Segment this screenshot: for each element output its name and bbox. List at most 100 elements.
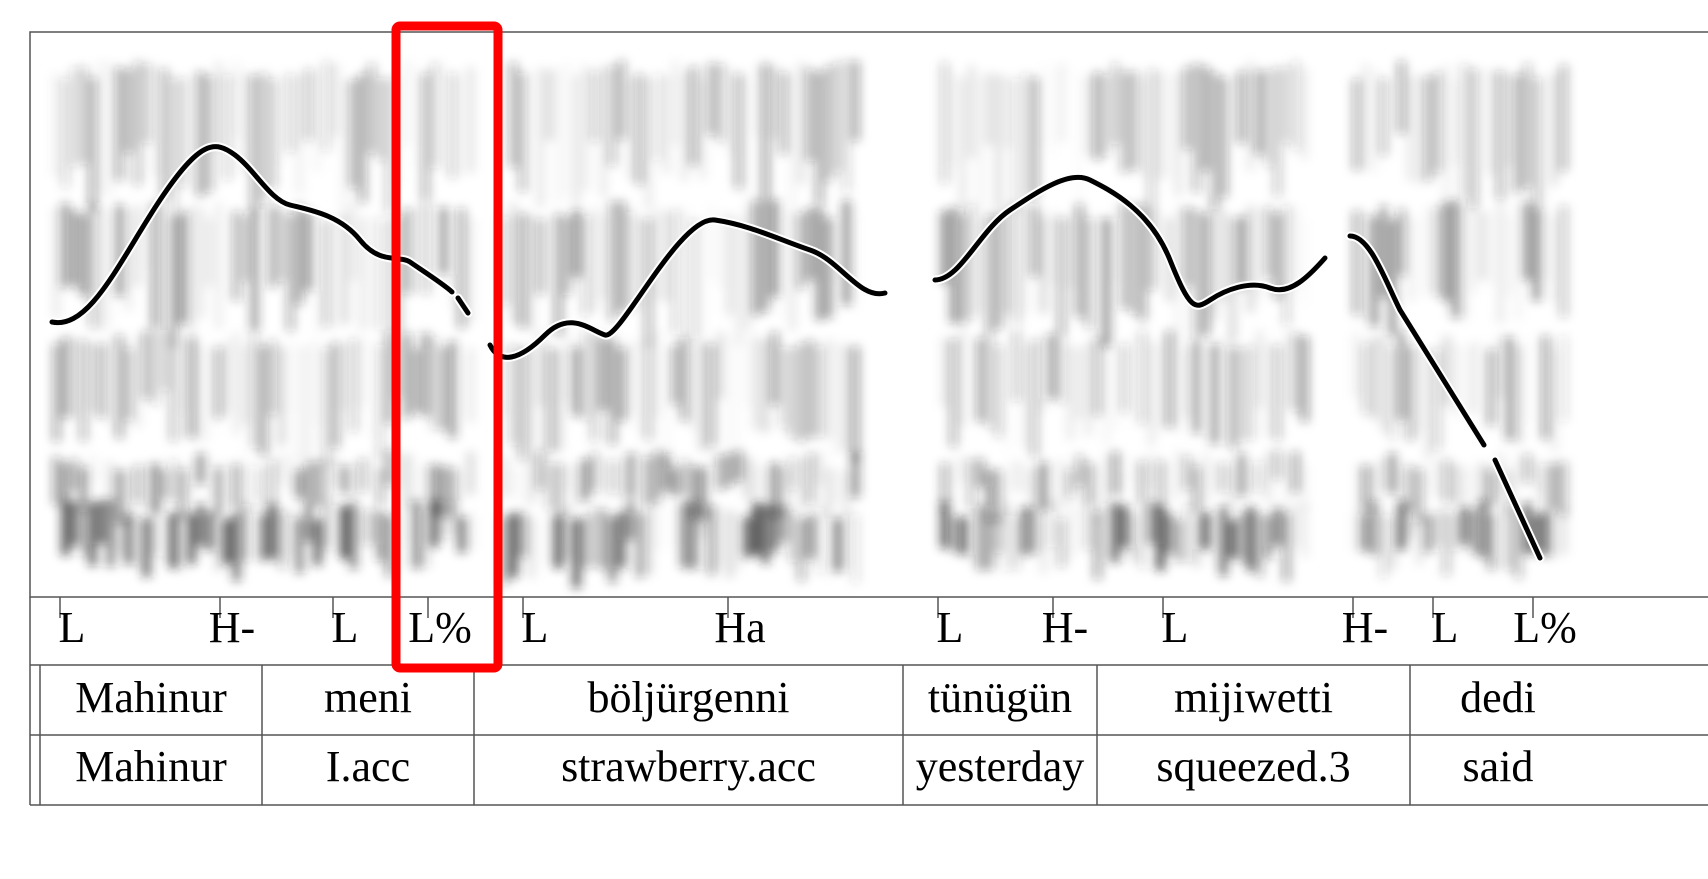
spectrogram-cell — [1084, 76, 1093, 156]
spectrogram — [52, 60, 1568, 589]
spectrogram-cell — [716, 63, 725, 142]
spectrogram-cell — [500, 341, 509, 417]
spectrogram-cell — [1129, 205, 1138, 315]
spectrogram-cell — [833, 342, 842, 455]
spectrogram-cell — [1057, 217, 1066, 336]
spectrogram-cell — [1370, 463, 1379, 515]
spectrogram-cell — [761, 504, 770, 564]
spectrogram-cell — [160, 330, 169, 391]
spectrogram-cell — [1111, 62, 1120, 145]
spectrogram-cell — [70, 501, 79, 546]
spectrogram-cell — [599, 65, 608, 197]
tone-label: L — [522, 603, 549, 652]
spectrogram-cell — [1246, 506, 1255, 571]
spectrogram-cell — [1300, 502, 1309, 558]
spectrogram-cell — [268, 460, 277, 509]
word-label: Mahinur — [75, 673, 227, 722]
spectrogram-cell — [509, 202, 518, 324]
spectrogram-cell — [106, 461, 115, 508]
highlight-box — [391, 21, 503, 673]
spectrogram-cell — [707, 343, 716, 447]
spectrogram-cell — [241, 215, 250, 282]
spectrogram-cell — [788, 347, 797, 438]
spectrogram-cell — [572, 518, 581, 589]
spectrogram-cell — [653, 330, 662, 417]
spectrogram-cell — [1201, 348, 1210, 446]
spectrogram-cell — [1156, 344, 1165, 431]
spectrogram-cell — [97, 207, 106, 331]
tone-label: L — [332, 603, 359, 652]
spectrogram-cell — [1415, 515, 1424, 565]
spectrogram-cell — [1210, 460, 1219, 494]
spectrogram-cell — [994, 515, 1003, 554]
spectrogram-cell — [376, 467, 385, 506]
spectrogram-cell — [1550, 509, 1559, 559]
spectrogram-cell — [761, 201, 770, 312]
spectrogram-cell — [599, 459, 608, 500]
spectrogram-cell — [518, 348, 527, 460]
spectrogram-cell — [1442, 335, 1451, 406]
spectrogram-cell — [331, 502, 340, 545]
spectrogram-cell — [1514, 455, 1523, 489]
spectrogram-cell — [752, 336, 761, 430]
spectrogram-cell — [1282, 331, 1291, 407]
spectrogram-cell — [1264, 69, 1273, 167]
spectrogram-cell — [590, 332, 599, 442]
spectrogram-cell — [1003, 463, 1012, 516]
spectrogram-cell — [205, 511, 214, 551]
spectrogram-cell — [680, 501, 689, 568]
spectrogram-cell — [698, 467, 707, 521]
tone-label: Ha — [714, 603, 765, 652]
spectrogram-cell — [268, 339, 277, 415]
spectrogram-cell — [88, 202, 97, 328]
spectrogram-cell — [761, 339, 770, 433]
spectrogram-cell — [797, 63, 806, 185]
spectrogram-cell — [1478, 463, 1487, 506]
word-label: böljürgenni — [587, 673, 789, 722]
spectrogram-cell — [277, 70, 286, 166]
spectrogram-cell — [1451, 79, 1460, 166]
spectrogram-cell — [635, 217, 644, 309]
spectrogram-cell — [1246, 463, 1255, 495]
spectrogram-cell — [1442, 201, 1451, 302]
spectrogram-cell — [214, 202, 223, 330]
spectrogram-cell — [1138, 79, 1147, 177]
spectrogram-cell — [421, 73, 430, 201]
spectrogram-cell — [1057, 518, 1066, 568]
spectrogram-cell — [1532, 338, 1541, 411]
spectrogram-cell — [1174, 335, 1183, 433]
spectrogram-cell — [466, 217, 475, 324]
spectrogram-cell — [788, 457, 797, 490]
spectrogram-cell — [1352, 332, 1361, 398]
spectrogram-cell — [806, 208, 815, 281]
spectrogram-cell — [1192, 339, 1201, 434]
spectrogram-cell — [1021, 507, 1030, 555]
spectrogram-cell — [79, 214, 88, 296]
spectrogram-cell — [770, 200, 779, 297]
spectrogram-cell — [196, 503, 205, 546]
spectrogram-cell — [1505, 336, 1514, 440]
spectrogram-cell — [1183, 66, 1192, 150]
spectrogram-cell — [1451, 200, 1460, 318]
spectrogram-cell — [403, 60, 412, 145]
spectrogram-cell — [367, 214, 376, 328]
spectrogram-cell — [1156, 71, 1165, 179]
spectrogram-cell — [79, 66, 88, 165]
spectrogram-cell — [178, 77, 187, 187]
spectrogram-cell — [1397, 331, 1406, 420]
spectrogram-cell — [1255, 70, 1264, 155]
spectrogram-cell — [151, 64, 160, 177]
spectrogram-cell — [1388, 219, 1397, 335]
spectrogram-cell — [1138, 503, 1147, 569]
spectrogram-cell — [1505, 74, 1514, 166]
spectrogram-cell — [958, 455, 967, 484]
spectrogram-cell — [958, 330, 967, 427]
spectrogram-cell — [367, 451, 376, 493]
spectrogram-cell — [1183, 455, 1192, 490]
spectrogram-cell — [1165, 74, 1174, 179]
spectrogram-cell — [1406, 346, 1415, 441]
spectrogram-cell — [743, 456, 752, 499]
spectrogram-cell — [967, 512, 976, 562]
spectrogram-cell — [430, 464, 439, 516]
spectrogram-cell — [1012, 78, 1021, 212]
